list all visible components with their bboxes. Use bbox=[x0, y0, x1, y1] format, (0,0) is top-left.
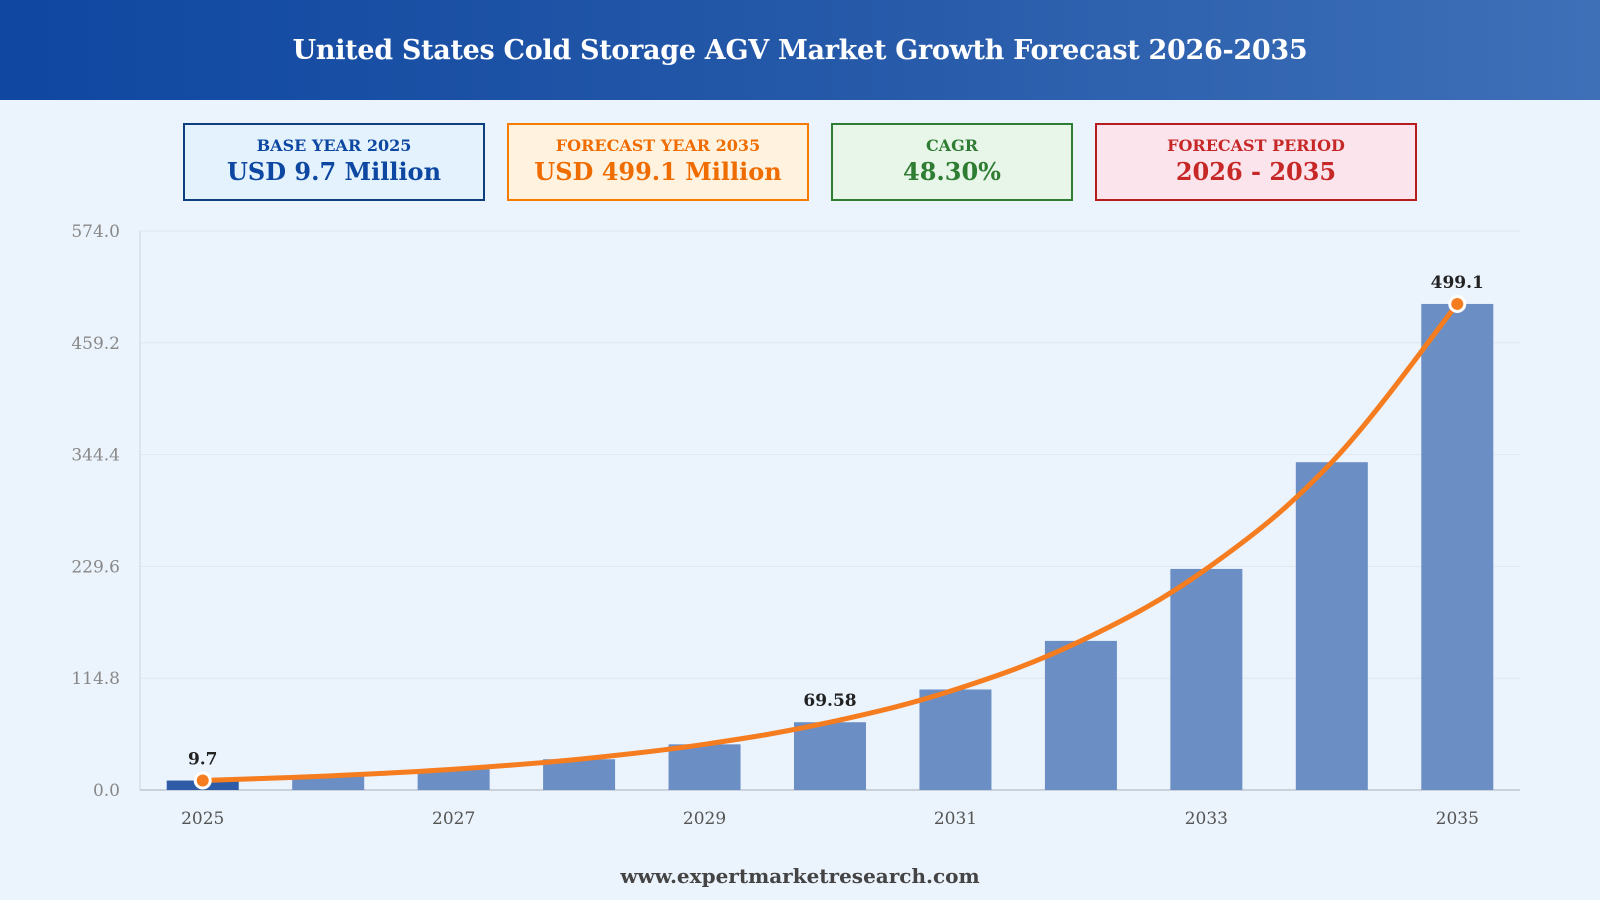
bar-2028 bbox=[543, 759, 616, 790]
x-tick-label: 2033 bbox=[1185, 809, 1228, 829]
base-year-label: BASE YEAR 2025 bbox=[256, 136, 412, 155]
bar-2035 bbox=[1421, 303, 1494, 790]
data-label-2025: 9.7 bbox=[188, 750, 218, 770]
marker-2025 bbox=[193, 771, 212, 790]
forecast-period-value: 2026 - 2035 bbox=[1175, 157, 1337, 186]
y-tick-label: 0.0 bbox=[93, 781, 120, 801]
marker-2035 bbox=[1448, 294, 1467, 313]
y-tick-label: 229.6 bbox=[71, 557, 120, 577]
bar-2029 bbox=[668, 744, 741, 790]
x-tick-label: 2025 bbox=[181, 809, 224, 829]
forecast-year-label: FORECAST YEAR 2035 bbox=[555, 136, 761, 155]
cagr-card: CAGR 48.30% bbox=[831, 123, 1073, 201]
data-label-2035: 499.1 bbox=[1431, 273, 1484, 293]
cagr-value: 48.30% bbox=[903, 157, 1001, 186]
y-tick-label: 344.4 bbox=[71, 446, 120, 466]
y-tick-label: 114.8 bbox=[71, 669, 120, 689]
data-label-2030: 69.58 bbox=[803, 691, 856, 711]
y-tick-label: 574.0 bbox=[71, 222, 120, 242]
trend-line bbox=[200, 301, 1460, 784]
bar-2032 bbox=[1044, 640, 1117, 790]
page-title: United States Cold Storage AGV Market Gr… bbox=[292, 34, 1308, 66]
bar-2026 bbox=[292, 775, 365, 790]
x-tick-label: 2031 bbox=[934, 809, 977, 829]
cagr-label: CAGR bbox=[925, 136, 979, 155]
x-tick-label: 2029 bbox=[683, 809, 726, 829]
bar-2034 bbox=[1295, 462, 1368, 790]
forecast-period-label: FORECAST PERIOD bbox=[1167, 136, 1345, 155]
bar-2030 bbox=[794, 722, 866, 790]
base-year-value: USD 9.7 Million bbox=[226, 157, 442, 186]
bar-2033 bbox=[1170, 568, 1243, 790]
bar-2031 bbox=[919, 689, 992, 790]
header-banner: United States Cold Storage AGV Market Gr… bbox=[0, 0, 1600, 100]
forecast-year-value: USD 499.1 Million bbox=[534, 157, 782, 186]
forecast-period-card: FORECAST PERIOD 2026 - 2035 bbox=[1095, 123, 1417, 201]
x-tick-label: 2027 bbox=[432, 809, 475, 829]
base-year-card: BASE YEAR 2025 USD 9.7 Million bbox=[183, 123, 485, 201]
y-tick-label: 459.2 bbox=[71, 334, 120, 354]
forecast-year-card: FORECAST YEAR 2035 USD 499.1 Million bbox=[507, 123, 809, 201]
source-url: www.expertmarketresearch.com bbox=[620, 864, 980, 888]
x-tick-label: 2035 bbox=[1436, 809, 1479, 829]
bar-2027 bbox=[417, 769, 490, 790]
